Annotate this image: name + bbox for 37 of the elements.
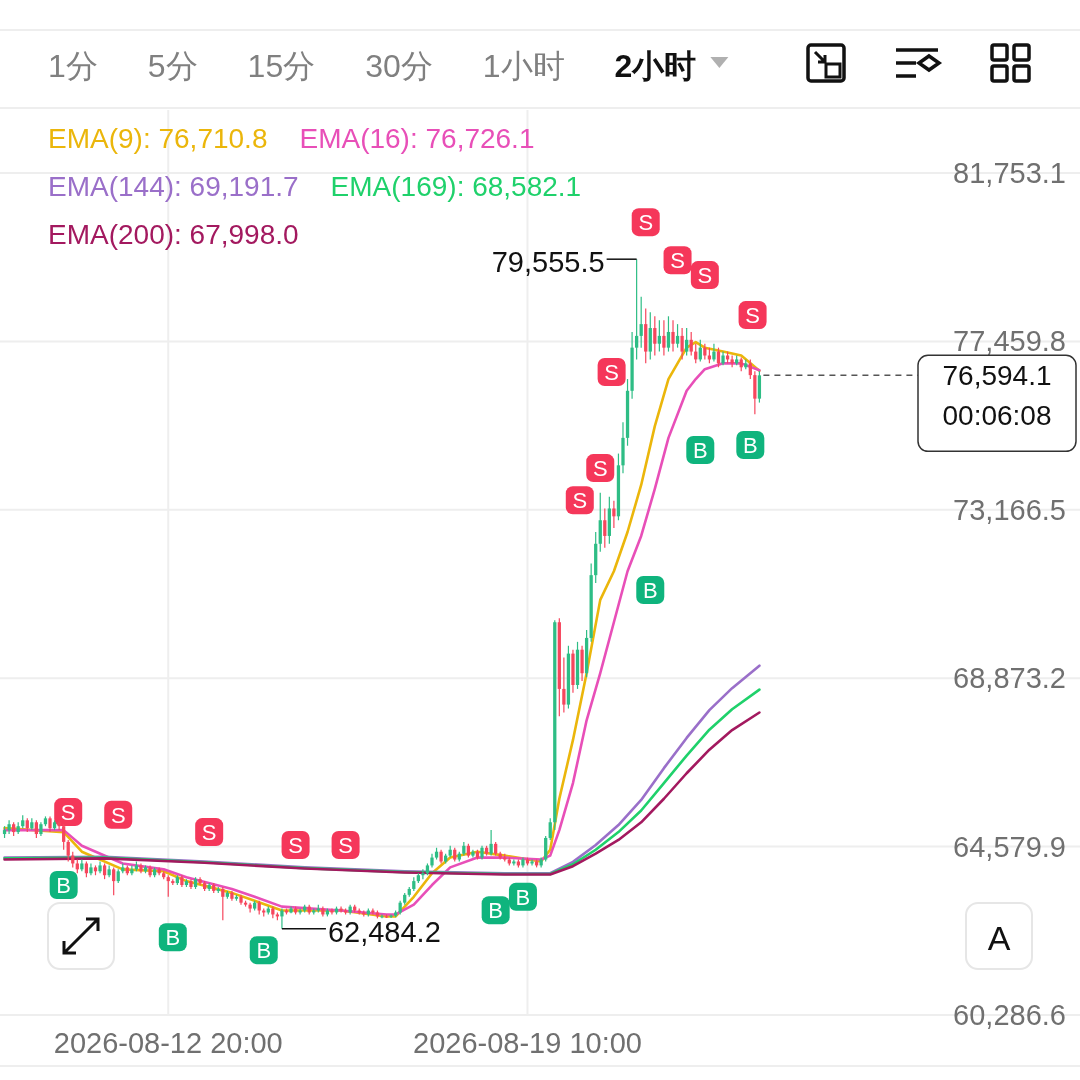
text: 5分 bbox=[147, 48, 198, 84]
series-label: B bbox=[56, 873, 72, 899]
text: B bbox=[515, 884, 531, 910]
x-tick-label: 2026-08-12 20:00 bbox=[53, 1027, 283, 1059]
y-tick-label: 73,166.5 bbox=[953, 493, 1066, 526]
text: S bbox=[338, 833, 353, 859]
text: S bbox=[592, 456, 608, 482]
text: B bbox=[642, 578, 658, 604]
text: S bbox=[638, 210, 654, 236]
text: S bbox=[745, 303, 760, 329]
text: S bbox=[288, 833, 303, 859]
text: B bbox=[742, 432, 758, 458]
annotation: 62,484.2 bbox=[327, 915, 441, 948]
y-tick-label: 60,286.6 bbox=[953, 999, 1066, 1031]
text: S bbox=[697, 263, 713, 289]
text: S bbox=[201, 820, 217, 846]
ref-line-label: 76,594.1 00:06:08 bbox=[942, 360, 1052, 432]
text: S bbox=[572, 488, 588, 514]
x-tick-label: 2026-08-19 10:00 bbox=[413, 1027, 642, 1059]
text: S bbox=[604, 359, 619, 385]
text: B bbox=[488, 898, 504, 924]
text: 1小时 bbox=[482, 48, 565, 84]
annotation: A bbox=[987, 919, 1011, 957]
series-label: S bbox=[60, 800, 76, 826]
y-tick-label: 68,873.2 bbox=[953, 662, 1066, 695]
y-tick-label: 81,753.1 bbox=[953, 157, 1066, 189]
text: 15分 bbox=[247, 48, 316, 84]
text: B bbox=[165, 925, 181, 951]
y-tick-label: 77,459.8 bbox=[953, 325, 1066, 358]
text: S bbox=[670, 248, 685, 274]
text: 2小时 bbox=[614, 48, 697, 84]
text: 1分 bbox=[48, 48, 98, 84]
text: B bbox=[256, 938, 272, 964]
text: 30分 bbox=[365, 48, 433, 84]
text: S bbox=[110, 802, 126, 828]
y-tick-label: 64,579.9 bbox=[953, 830, 1066, 863]
text: B bbox=[692, 438, 708, 464]
